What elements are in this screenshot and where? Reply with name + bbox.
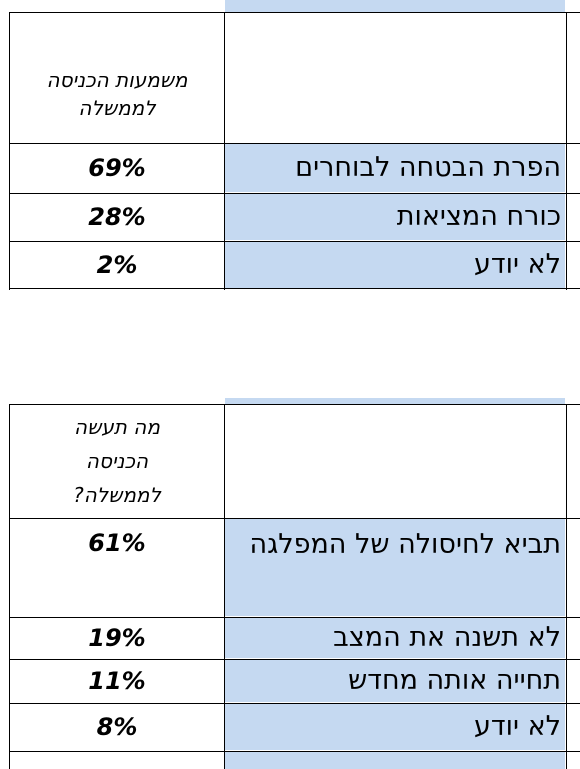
bottom-strip xyxy=(225,752,565,769)
grid-line xyxy=(9,288,580,289)
grid-line xyxy=(9,241,580,242)
grid-line xyxy=(9,617,580,618)
row-value: 61% xyxy=(88,529,146,557)
grid-line xyxy=(9,703,580,704)
grid-line xyxy=(224,404,225,769)
row-value: 11% xyxy=(88,667,146,695)
header-label-cell xyxy=(225,404,565,517)
grid-line xyxy=(566,404,567,769)
grid-line xyxy=(9,751,580,752)
row-label: תחייה אותה מחדש xyxy=(225,660,565,702)
grid-line xyxy=(9,659,580,660)
column-header: מה תעשה הכניסה לממשלה? xyxy=(73,415,161,507)
grid-line xyxy=(9,12,580,13)
grid-line xyxy=(9,404,10,769)
grid-line xyxy=(9,404,580,405)
header-strip xyxy=(225,0,565,12)
table-interpretation: משמעות הכניסה לממשלה הפרת הבטחה לבוחרים … xyxy=(0,0,580,290)
row-label: לא יודע xyxy=(225,704,565,750)
grid-line xyxy=(9,193,580,194)
row-value: 69% xyxy=(88,154,146,182)
row-value: 8% xyxy=(96,713,138,741)
row-label: כורח המציאות xyxy=(225,194,565,240)
header-label-cell xyxy=(225,12,565,142)
row-value: 28% xyxy=(88,203,146,231)
row-label: לא יודע xyxy=(225,242,565,288)
column-header: משמעות הכניסה לממשלה xyxy=(46,68,188,120)
row-label: תביא לחיסולה של המפלגה xyxy=(225,519,565,616)
grid-line xyxy=(9,12,10,290)
grid-line xyxy=(9,143,580,144)
row-label: הפרת הבטחה לבוחרים xyxy=(225,144,565,192)
row-label: לא תשנה את המצב xyxy=(225,618,565,658)
table-consequences: מה תעשה הכניסה לממשלה? תביא לחיסולה של ה… xyxy=(0,398,580,769)
header-strip xyxy=(225,398,565,404)
grid-line xyxy=(9,518,580,519)
grid-line xyxy=(224,12,225,290)
row-value: 2% xyxy=(96,251,138,279)
row-value: 19% xyxy=(88,624,146,652)
grid-line xyxy=(566,12,567,290)
